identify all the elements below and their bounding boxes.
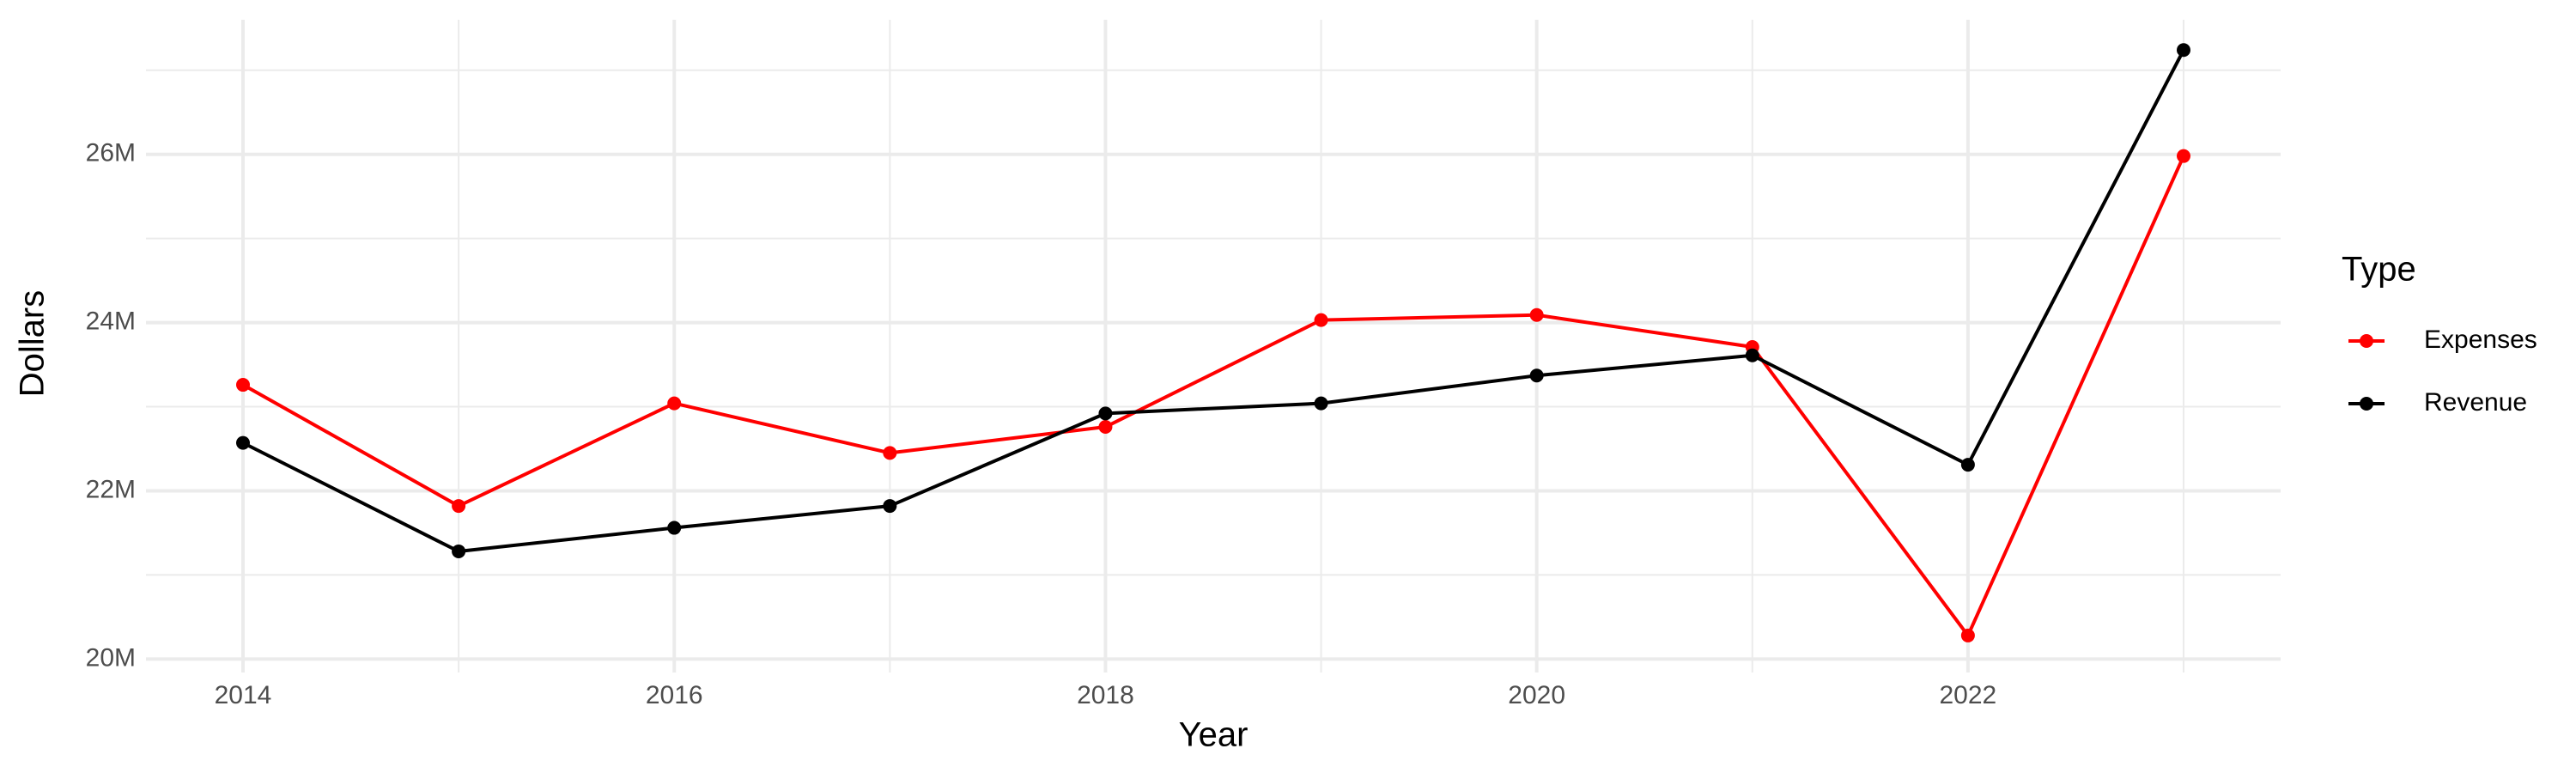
data-point: [1314, 313, 1328, 327]
data-point: [1529, 368, 1544, 383]
data-point: [1314, 396, 1328, 411]
y-tick-label: 22M: [86, 475, 136, 503]
y-tick-label: 26M: [86, 139, 136, 167]
data-point: [236, 435, 250, 450]
data-point: [667, 520, 682, 535]
y-axis-title: Dollars: [14, 290, 52, 397]
legend-marker: [2360, 334, 2373, 348]
data-point: [1745, 348, 1759, 362]
data-point: [1960, 628, 1975, 642]
data-point: [667, 396, 682, 411]
y-tick-label: 20M: [86, 643, 136, 672]
x-tick-label: 2020: [1508, 681, 1565, 709]
data-point: [452, 499, 466, 514]
x-tick-label: 2014: [215, 681, 272, 709]
legend-label: Expenses: [2424, 326, 2537, 354]
series-line: [242, 49, 2185, 553]
data-point: [1098, 406, 1113, 421]
data-point: [1960, 458, 1975, 472]
data-point: [1098, 420, 1113, 435]
legend-label: Revenue: [2424, 388, 2527, 417]
series-line: [242, 155, 2185, 637]
x-tick-label: 2022: [1940, 681, 1997, 709]
x-tick-label: 2016: [646, 681, 703, 709]
data-point: [452, 544, 466, 558]
x-axis-title: Year: [1179, 716, 1249, 754]
data-point: [236, 378, 250, 393]
data-point: [2177, 149, 2190, 163]
legend-marker: [2360, 397, 2373, 411]
legend-title: Type: [2342, 251, 2416, 289]
data-point: [2177, 43, 2190, 58]
y-tick-label: 24M: [86, 307, 136, 335]
data-point: [883, 446, 897, 460]
x-tick-label: 2018: [1077, 681, 1134, 709]
data-point: [1529, 307, 1544, 322]
data-point: [883, 499, 897, 514]
